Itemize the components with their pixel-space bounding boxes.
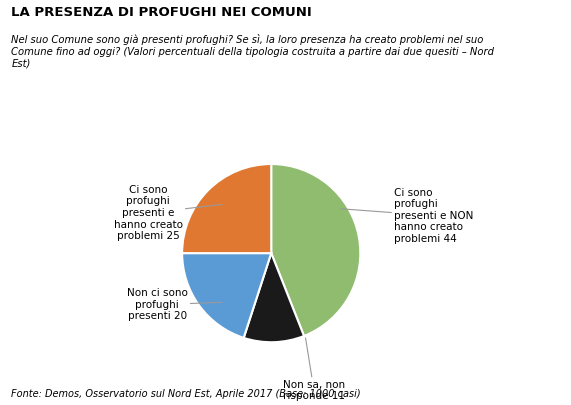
- Text: Fonte: Demos, Osservatorio sul Nord Est, Aprile 2017 (Base: 1000 casi): Fonte: Demos, Osservatorio sul Nord Est,…: [11, 389, 361, 399]
- Wedge shape: [244, 253, 304, 342]
- Text: Non sa, non
risponde 11: Non sa, non risponde 11: [283, 338, 345, 401]
- Text: Nel suo Comune sono già presenti profughi? Se sì, la loro presenza ha creato pro: Nel suo Comune sono già presenti profugh…: [11, 34, 494, 68]
- Wedge shape: [271, 164, 360, 336]
- Text: Ci sono
profughi
presenti e NON
hanno creato
problemi 44: Ci sono profughi presenti e NON hanno cr…: [341, 188, 473, 244]
- Text: Ci sono
profughi
presenti e
hanno creato
problemi 25: Ci sono profughi presenti e hanno creato…: [114, 185, 222, 241]
- Text: LA PRESENZA DI PROFUGHI NEI COMUNI: LA PRESENZA DI PROFUGHI NEI COMUNI: [11, 6, 312, 19]
- Text: Non ci sono
profughi
presenti 20: Non ci sono profughi presenti 20: [127, 288, 222, 322]
- Wedge shape: [182, 253, 271, 338]
- Wedge shape: [182, 164, 271, 253]
